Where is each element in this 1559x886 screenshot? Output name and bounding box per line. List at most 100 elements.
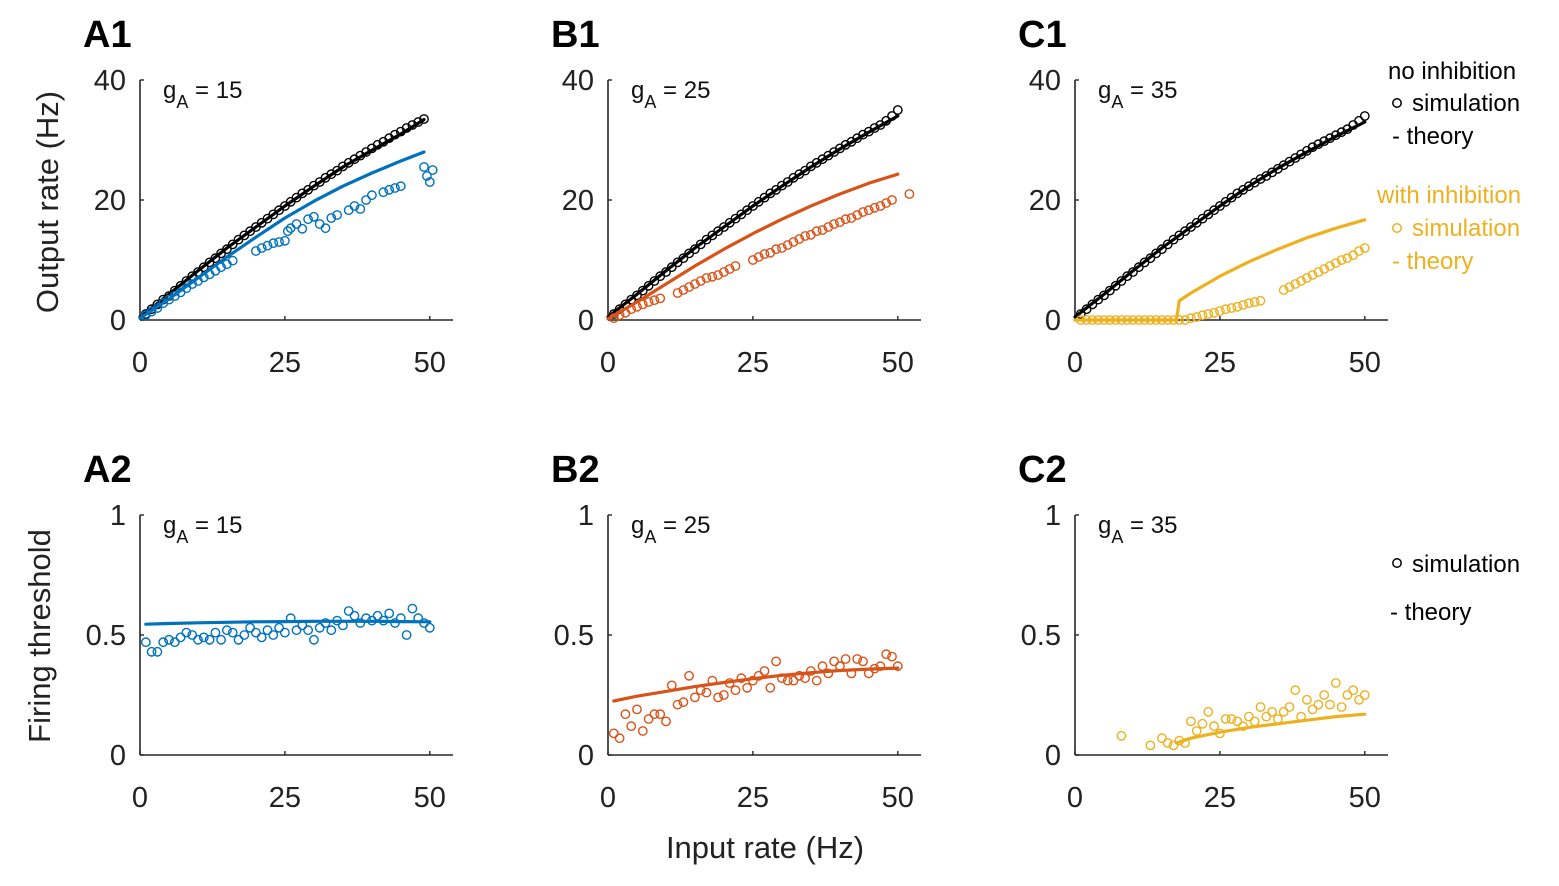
point-b1-no-inhibition-simulation-45 bbox=[869, 123, 880, 133]
y-tick-label-a2-2: 1 bbox=[110, 500, 126, 532]
point-a1-no-inhibition-simulation-43 bbox=[390, 129, 400, 140]
point-a2-simulation-33 bbox=[332, 615, 342, 626]
point-c1-with-inhibition-simulation-45 bbox=[1354, 246, 1364, 256]
point-a2-simulation-37 bbox=[355, 618, 366, 628]
points-c1-with-inhibition-simulation bbox=[1075, 243, 1370, 325]
point-a1-with-inhibition-simulation-30 bbox=[326, 213, 337, 223]
point-c1-no-inhibition-simulation-31 bbox=[1255, 174, 1266, 184]
point-a2-simulation-46 bbox=[407, 603, 418, 614]
point-a1-with-inhibition-simulation-42 bbox=[421, 171, 432, 181]
point-b1-with-inhibition-simulation-15 bbox=[707, 271, 718, 282]
point-c1-with-inhibition-simulation-4 bbox=[1099, 315, 1109, 325]
point-a1-with-inhibition-simulation-35 bbox=[361, 195, 371, 205]
point-b1-with-inhibition-simulation-11 bbox=[684, 282, 694, 292]
point-a2-simulation-21 bbox=[262, 625, 273, 636]
x-tick-label-a1-1: 25 bbox=[269, 347, 301, 379]
point-b1-with-inhibition-simulation-39 bbox=[858, 207, 868, 217]
point-a1-no-inhibition-simulation-45 bbox=[401, 123, 412, 133]
point-c2-simulation-26 bbox=[1296, 711, 1307, 722]
panel-a2: A2 0 25 50 0 0.5 1 gA = 15 bbox=[83, 449, 453, 814]
line-a1-with-inhibition-theory bbox=[138, 150, 426, 320]
panel-b1: B1 0 25 50 0 20 40 gA = 25 bbox=[551, 14, 921, 379]
point-a2-simulation-39 bbox=[366, 615, 377, 626]
point-b1-with-inhibition-simulation-27 bbox=[788, 237, 799, 247]
point-a1-with-inhibition-simulation-19 bbox=[268, 238, 279, 249]
point-b2-simulation-25 bbox=[753, 670, 764, 681]
x-tick-label-c1-2: 50 bbox=[1349, 347, 1381, 379]
point-b2-simulation-29 bbox=[777, 673, 787, 684]
point-c2-simulation-22 bbox=[1273, 714, 1283, 724]
point-b2-simulation-48 bbox=[887, 651, 897, 662]
point-a2-simulation-16 bbox=[233, 634, 244, 645]
point-b2-simulation-32 bbox=[794, 670, 805, 681]
point-b1-with-inhibition-simulation-43 bbox=[881, 198, 892, 208]
panel-label-b1: B1 bbox=[551, 14, 600, 56]
point-a1-with-inhibition-simulation-36 bbox=[366, 190, 377, 201]
point-c1-with-inhibition-simulation-34 bbox=[1290, 279, 1301, 289]
point-a1-with-inhibition-simulation-2 bbox=[152, 303, 163, 313]
point-c2-simulation-5 bbox=[1174, 735, 1185, 746]
point-b2-simulation-0 bbox=[608, 728, 619, 739]
point-c1-no-inhibition-simulation-15 bbox=[1162, 239, 1173, 250]
point-b2-simulation-21 bbox=[730, 685, 741, 696]
point-a2-simulation-1 bbox=[146, 646, 157, 657]
point-c1-no-inhibition-simulation-1 bbox=[1081, 304, 1092, 315]
point-b1-no-inhibition-simulation-40 bbox=[840, 139, 851, 150]
point-b1-with-inhibition-simulation-4 bbox=[632, 301, 642, 312]
point-b2-simulation-40 bbox=[840, 654, 851, 664]
annotation-ga-a1: gA = 15 bbox=[163, 77, 242, 112]
point-a2-simulation-36 bbox=[349, 610, 360, 621]
point-a1-no-inhibition-simulation-15 bbox=[227, 239, 238, 250]
point-a2-simulation-28 bbox=[303, 625, 313, 636]
point-c2-simulation-27 bbox=[1302, 694, 1312, 705]
point-c2-simulation-10 bbox=[1203, 706, 1214, 717]
point-c1-with-inhibition-simulation-41 bbox=[1330, 258, 1341, 268]
point-a2-simulation-11 bbox=[204, 634, 215, 645]
point-c2-simulation-3 bbox=[1162, 738, 1173, 748]
point-c2-simulation-23 bbox=[1278, 706, 1289, 717]
point-c1-with-inhibition-simulation-42 bbox=[1336, 255, 1347, 265]
point-c1-with-inhibition-simulation-7 bbox=[1116, 315, 1127, 325]
point-c1-with-inhibition-simulation-37 bbox=[1307, 270, 1318, 280]
y-tick-label-c2-0: 0 bbox=[1045, 740, 1061, 772]
x-tick-label-b1-2: 50 bbox=[882, 347, 914, 379]
legend-sim-marker bbox=[1392, 558, 1402, 568]
point-a1-with-inhibition-simulation-15 bbox=[227, 255, 238, 266]
point-b1-with-inhibition-simulation-16 bbox=[713, 270, 723, 280]
point-c2-simulation-6 bbox=[1180, 738, 1191, 748]
legend-top: no inhibition simulation - theory with i… bbox=[1376, 58, 1521, 275]
y-tick-label-b1-2: 40 bbox=[562, 65, 594, 97]
point-b2-simulation-5 bbox=[637, 726, 648, 736]
point-c1-with-inhibition-simulation-17 bbox=[1174, 315, 1185, 325]
point-b1-no-inhibition-simulation-9 bbox=[661, 267, 671, 277]
annotation-ga-a2: gA = 15 bbox=[163, 512, 242, 547]
point-a2-simulation-35 bbox=[343, 606, 354, 616]
point-c1-no-inhibition-simulation-48 bbox=[1354, 115, 1364, 126]
x-tick-label-c1-1: 25 bbox=[1204, 347, 1236, 379]
point-b2-simulation-13 bbox=[684, 670, 694, 681]
point-b2-simulation-45 bbox=[869, 663, 880, 674]
point-c1-no-inhibition-simulation-12 bbox=[1145, 253, 1156, 264]
y-tick-label-b2-1: 0.5 bbox=[554, 620, 594, 652]
point-c1-with-inhibition-simulation-13 bbox=[1151, 315, 1162, 325]
panel-label-a2: A2 bbox=[83, 449, 132, 491]
point-c1-with-inhibition-simulation-14 bbox=[1157, 315, 1167, 325]
point-b2-simulation-17 bbox=[707, 675, 718, 686]
point-b2-simulation-6 bbox=[643, 714, 654, 724]
points-a1-no-inhibition-simulation bbox=[140, 114, 429, 319]
point-a2-simulation-2 bbox=[152, 646, 163, 657]
point-b2-simulation-41 bbox=[846, 668, 857, 679]
x-tick-label-a2-0: 0 bbox=[132, 782, 148, 814]
point-c2-simulation-24 bbox=[1284, 702, 1295, 712]
panels: A1 0 25 50 0 20 40 gA = 15 B1 0 25 50 0 20 40 gA = 25 C1… bbox=[83, 14, 1388, 814]
points-b1-with-inhibition-simulation bbox=[608, 189, 915, 324]
point-b1-with-inhibition-simulation-31 bbox=[811, 226, 822, 237]
point-c2-simulation-33 bbox=[1336, 702, 1347, 712]
point-c1-with-inhibition-simulation-0 bbox=[1075, 315, 1086, 325]
point-a2-simulation-8 bbox=[187, 630, 198, 640]
legend-with-inhibition-theory: - theory bbox=[1392, 248, 1473, 275]
point-c2-simulation-32 bbox=[1330, 678, 1341, 688]
point-c1-no-inhibition-simulation-44 bbox=[1330, 130, 1341, 141]
point-a2-simulation-38 bbox=[361, 613, 371, 624]
point-a2-simulation-10 bbox=[198, 632, 209, 643]
